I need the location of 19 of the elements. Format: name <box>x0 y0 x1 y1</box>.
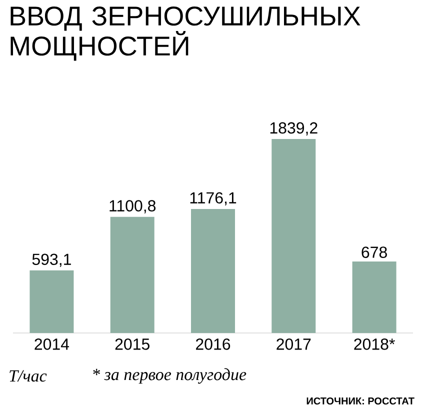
bar <box>110 216 154 333</box>
bar <box>191 208 235 333</box>
data-label: 678 <box>362 246 387 258</box>
bar <box>30 270 74 333</box>
bar <box>352 261 396 333</box>
data-label: 1100,8 <box>110 200 156 214</box>
x-tick-label: 2018* <box>354 338 395 350</box>
x-tick-label: 2017 <box>276 338 311 350</box>
x-tick-label: 2016 <box>196 338 230 350</box>
bar <box>272 139 316 333</box>
text: * за первое полугодие <box>93 368 246 384</box>
data-label: 1176,1 <box>190 192 236 206</box>
text: Т/час <box>10 370 47 382</box>
data-label: 1839,2 <box>270 122 318 136</box>
x-tick-label: 2015 <box>115 338 150 350</box>
x-tick-label: 2014 <box>34 338 70 350</box>
data-label: 593,1 <box>32 254 71 267</box>
text: ИСТОЧНИК: РОССТАТ <box>306 397 414 405</box>
chart-title: ВВОД ЗЕРНОСУШИЛЬНЫХ МОЩНОСТЕЙ <box>10 6 360 61</box>
